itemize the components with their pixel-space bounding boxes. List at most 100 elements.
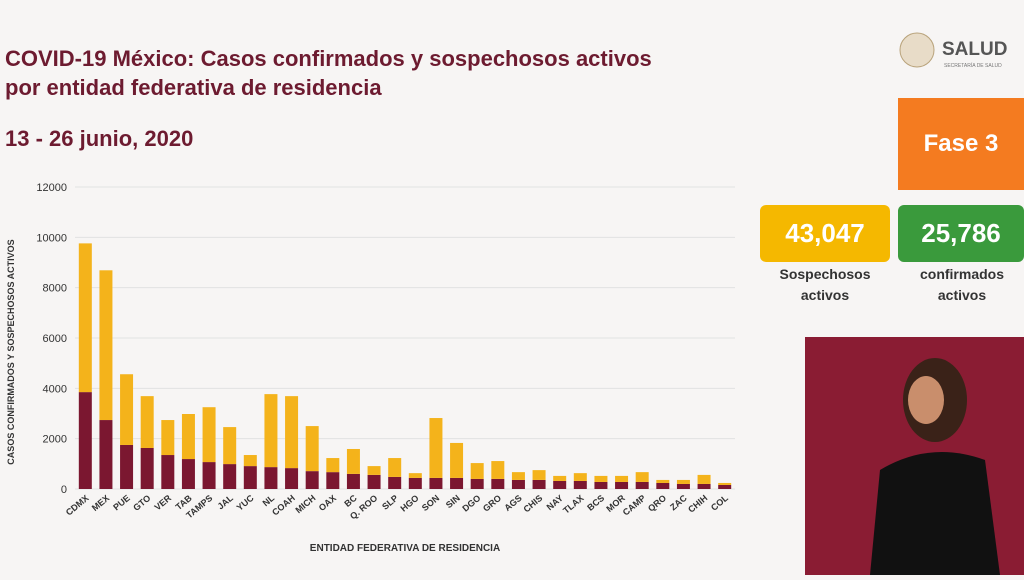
bar-segment — [615, 475, 629, 482]
bar-segment — [470, 478, 484, 489]
y-tick-label: 4000 — [43, 383, 67, 395]
bar-segment — [573, 473, 587, 481]
bar-segment — [408, 477, 422, 489]
x-tick-label: CAMP — [621, 493, 648, 518]
x-tick-label: QRO — [646, 493, 668, 514]
x-tick-label: VER — [152, 493, 173, 513]
y-tick-label: 2000 — [43, 434, 67, 446]
x-tick-label: CHIH — [686, 493, 709, 515]
bar-segment — [140, 447, 154, 489]
interpreter-face — [908, 376, 944, 424]
bar-segment — [223, 427, 237, 465]
x-tick-label: COAH — [270, 493, 297, 518]
bar-segment — [346, 473, 360, 489]
phase-box: Fase 3 — [898, 98, 1024, 190]
x-tick-label: CDMX — [64, 493, 91, 518]
y-tick-label: 0 — [61, 484, 67, 496]
bar-segment — [450, 442, 464, 478]
bar-segment — [635, 481, 649, 489]
bar-segment — [120, 374, 134, 445]
bar-segment — [388, 476, 402, 489]
title: por entidad federativa de residencia — [5, 75, 382, 100]
bar-segment — [367, 466, 381, 475]
bar-segment — [326, 458, 340, 473]
x-tick-label: BCS — [585, 493, 606, 513]
bar-segment — [553, 480, 567, 489]
y-tick-label: 10000 — [36, 232, 67, 244]
x-tick-label: TLAX — [561, 493, 585, 516]
bar-segment — [697, 474, 711, 484]
bar-segment — [470, 463, 484, 479]
bar-segment — [656, 482, 670, 489]
x-tick-label: GTO — [131, 493, 152, 513]
bar-segment — [140, 396, 154, 448]
bar-segment — [285, 396, 299, 469]
interpreter-body — [870, 452, 1000, 575]
bar-segment — [346, 448, 360, 474]
x-tick-label: AGS — [502, 493, 523, 513]
bar-segment — [78, 243, 92, 393]
x-tick-label: DGO — [460, 493, 482, 514]
x-tick-label: YUC — [235, 493, 256, 513]
bar-segment — [388, 458, 402, 477]
y-axis-title: CASOS CONFIRMADOS Y SOSPECHOSOS ACTIVOS — [6, 239, 16, 464]
x-tick-label: MICH — [293, 493, 317, 515]
suspected-number: 43,047 — [760, 205, 890, 262]
bar-segment — [615, 481, 629, 489]
bar-segment — [243, 455, 257, 467]
bar-segment — [532, 470, 546, 480]
bar-segment — [511, 472, 525, 480]
confirmed-number: 25,786 — [898, 205, 1024, 262]
x-tick-label: GRO — [481, 493, 503, 514]
bar-segment — [491, 478, 505, 489]
bar-segment — [573, 480, 587, 489]
x-tick-label: SON — [420, 493, 441, 513]
bar-segment — [161, 420, 175, 456]
bar-segment — [181, 414, 195, 460]
logo: SALUD — [942, 39, 1007, 60]
bar-segment — [202, 462, 216, 489]
bar-segment — [676, 483, 690, 489]
bar-segment — [408, 473, 422, 478]
y-tick-label: 12000 — [36, 182, 67, 194]
bar-segment — [697, 483, 711, 489]
bar-segment — [99, 420, 113, 489]
x-tick-label: CHIS — [521, 493, 544, 514]
bar-segment — [78, 392, 92, 489]
bar-segment — [161, 455, 175, 489]
x-tick-label: ZAC — [668, 493, 689, 513]
bar-segment — [553, 475, 567, 481]
bar-segment — [243, 466, 257, 489]
bar-segment — [285, 468, 299, 489]
x-tick-label: JAL — [216, 493, 236, 512]
bar-segment — [264, 467, 278, 489]
confirmed-label: confirmados activos — [919, 266, 1004, 303]
bar-segment — [429, 418, 443, 478]
bar-segment — [718, 484, 732, 489]
bar-segment — [594, 481, 608, 489]
bar-segment — [656, 479, 670, 483]
bar-segment — [594, 475, 608, 482]
bar-segment — [491, 461, 505, 479]
bar-segment — [264, 394, 278, 468]
logo-sub: SECRETARÍA DE SALUD — [944, 62, 1002, 69]
bar-segment — [305, 471, 319, 489]
bar-segment — [429, 477, 443, 489]
y-tick-label: 6000 — [43, 333, 67, 345]
bar-segment — [718, 482, 732, 485]
logo-emblem — [899, 32, 935, 68]
x-tick-label: HGO — [398, 493, 420, 514]
y-tick-label: 8000 — [43, 283, 67, 295]
x-axis-title: ENTIDAD FEDERATIVA DE RESIDENCIA — [310, 543, 500, 554]
x-tick-label: PUE — [111, 493, 132, 513]
bar-segment — [511, 479, 525, 489]
x-tick-label: SLP — [380, 493, 400, 512]
date: 13 - 26 junio, 2020 — [5, 126, 193, 151]
bar-segment — [120, 444, 134, 489]
suspected-label: Sospechosos activos — [779, 266, 871, 303]
bar-segment — [326, 472, 340, 489]
bar-segment — [532, 479, 546, 489]
bar-segment — [305, 426, 319, 472]
